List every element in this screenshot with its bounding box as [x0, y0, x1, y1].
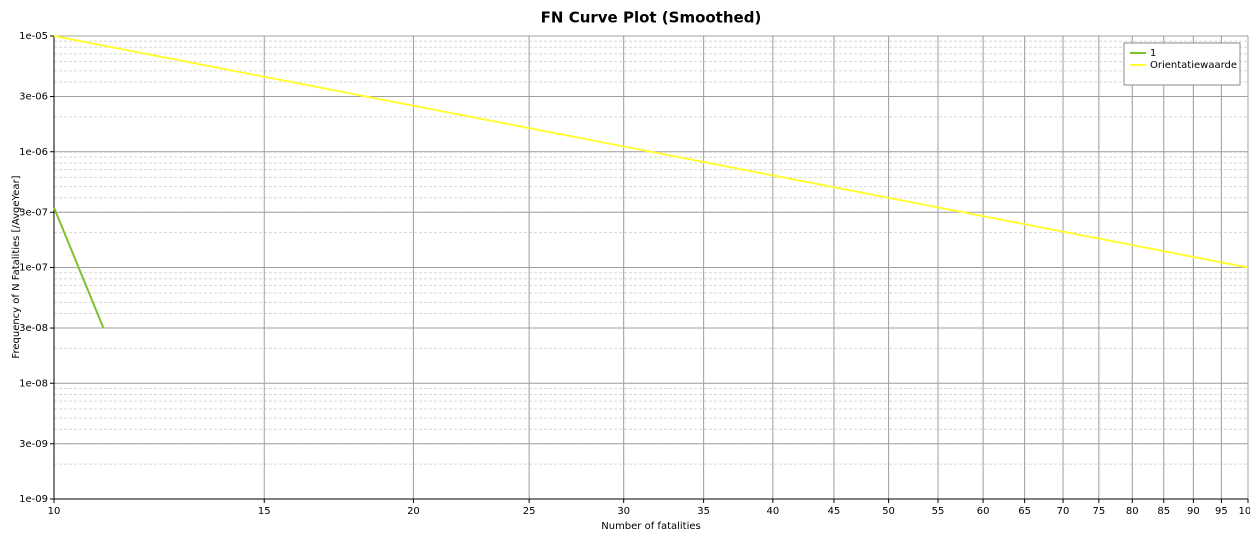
y-tick-label: 1e-09	[19, 494, 48, 505]
x-tick-label: 10	[48, 506, 61, 517]
x-tick-label: 35	[697, 506, 710, 517]
x-tick-label: 25	[523, 506, 536, 517]
x-tick-label: 70	[1057, 506, 1070, 517]
y-tick-label: 1e-05	[19, 31, 48, 42]
series-line	[53, 207, 105, 329]
x-tick-label: 90	[1187, 506, 1200, 517]
x-tick-label: 15	[258, 506, 271, 517]
x-tick-label: 20	[407, 506, 420, 517]
y-tick-label: 3e-06	[19, 92, 48, 103]
y-tick-label: 3e-08	[19, 323, 48, 334]
y-tick-label: 1e-07	[19, 263, 48, 274]
x-tick-label: 60	[977, 506, 990, 517]
x-tick-label: 50	[882, 506, 895, 517]
y-tick-label: 3e-07	[19, 207, 48, 218]
x-tick-label: 80	[1126, 506, 1139, 517]
series-line	[53, 35, 1249, 269]
x-axis-label: Number of fatalities	[601, 521, 700, 532]
x-tick-label: 40	[766, 506, 779, 517]
x-tick-label: 65	[1018, 506, 1031, 517]
legend-label: 1	[1150, 48, 1156, 59]
y-tick-label: 1e-06	[19, 147, 48, 158]
x-tick-label: 95	[1215, 506, 1228, 517]
x-tick-label: 30	[617, 506, 630, 517]
y-tick-label: 1e-08	[19, 378, 48, 389]
legend-label: Orientatiewaarde	[1150, 60, 1237, 71]
x-tick-label: 100	[1238, 506, 1250, 517]
y-tick-label: 3e-09	[19, 439, 48, 450]
x-tick-label: 75	[1092, 506, 1105, 517]
chart-title: FN Curve Plot (Smoothed)	[541, 9, 762, 27]
x-tick-label: 85	[1157, 506, 1170, 517]
y-axis-label: Frequency of N Fatalities [/AvgeYear]	[11, 175, 22, 358]
x-tick-label: 55	[932, 506, 945, 517]
x-tick-label: 45	[828, 506, 841, 517]
